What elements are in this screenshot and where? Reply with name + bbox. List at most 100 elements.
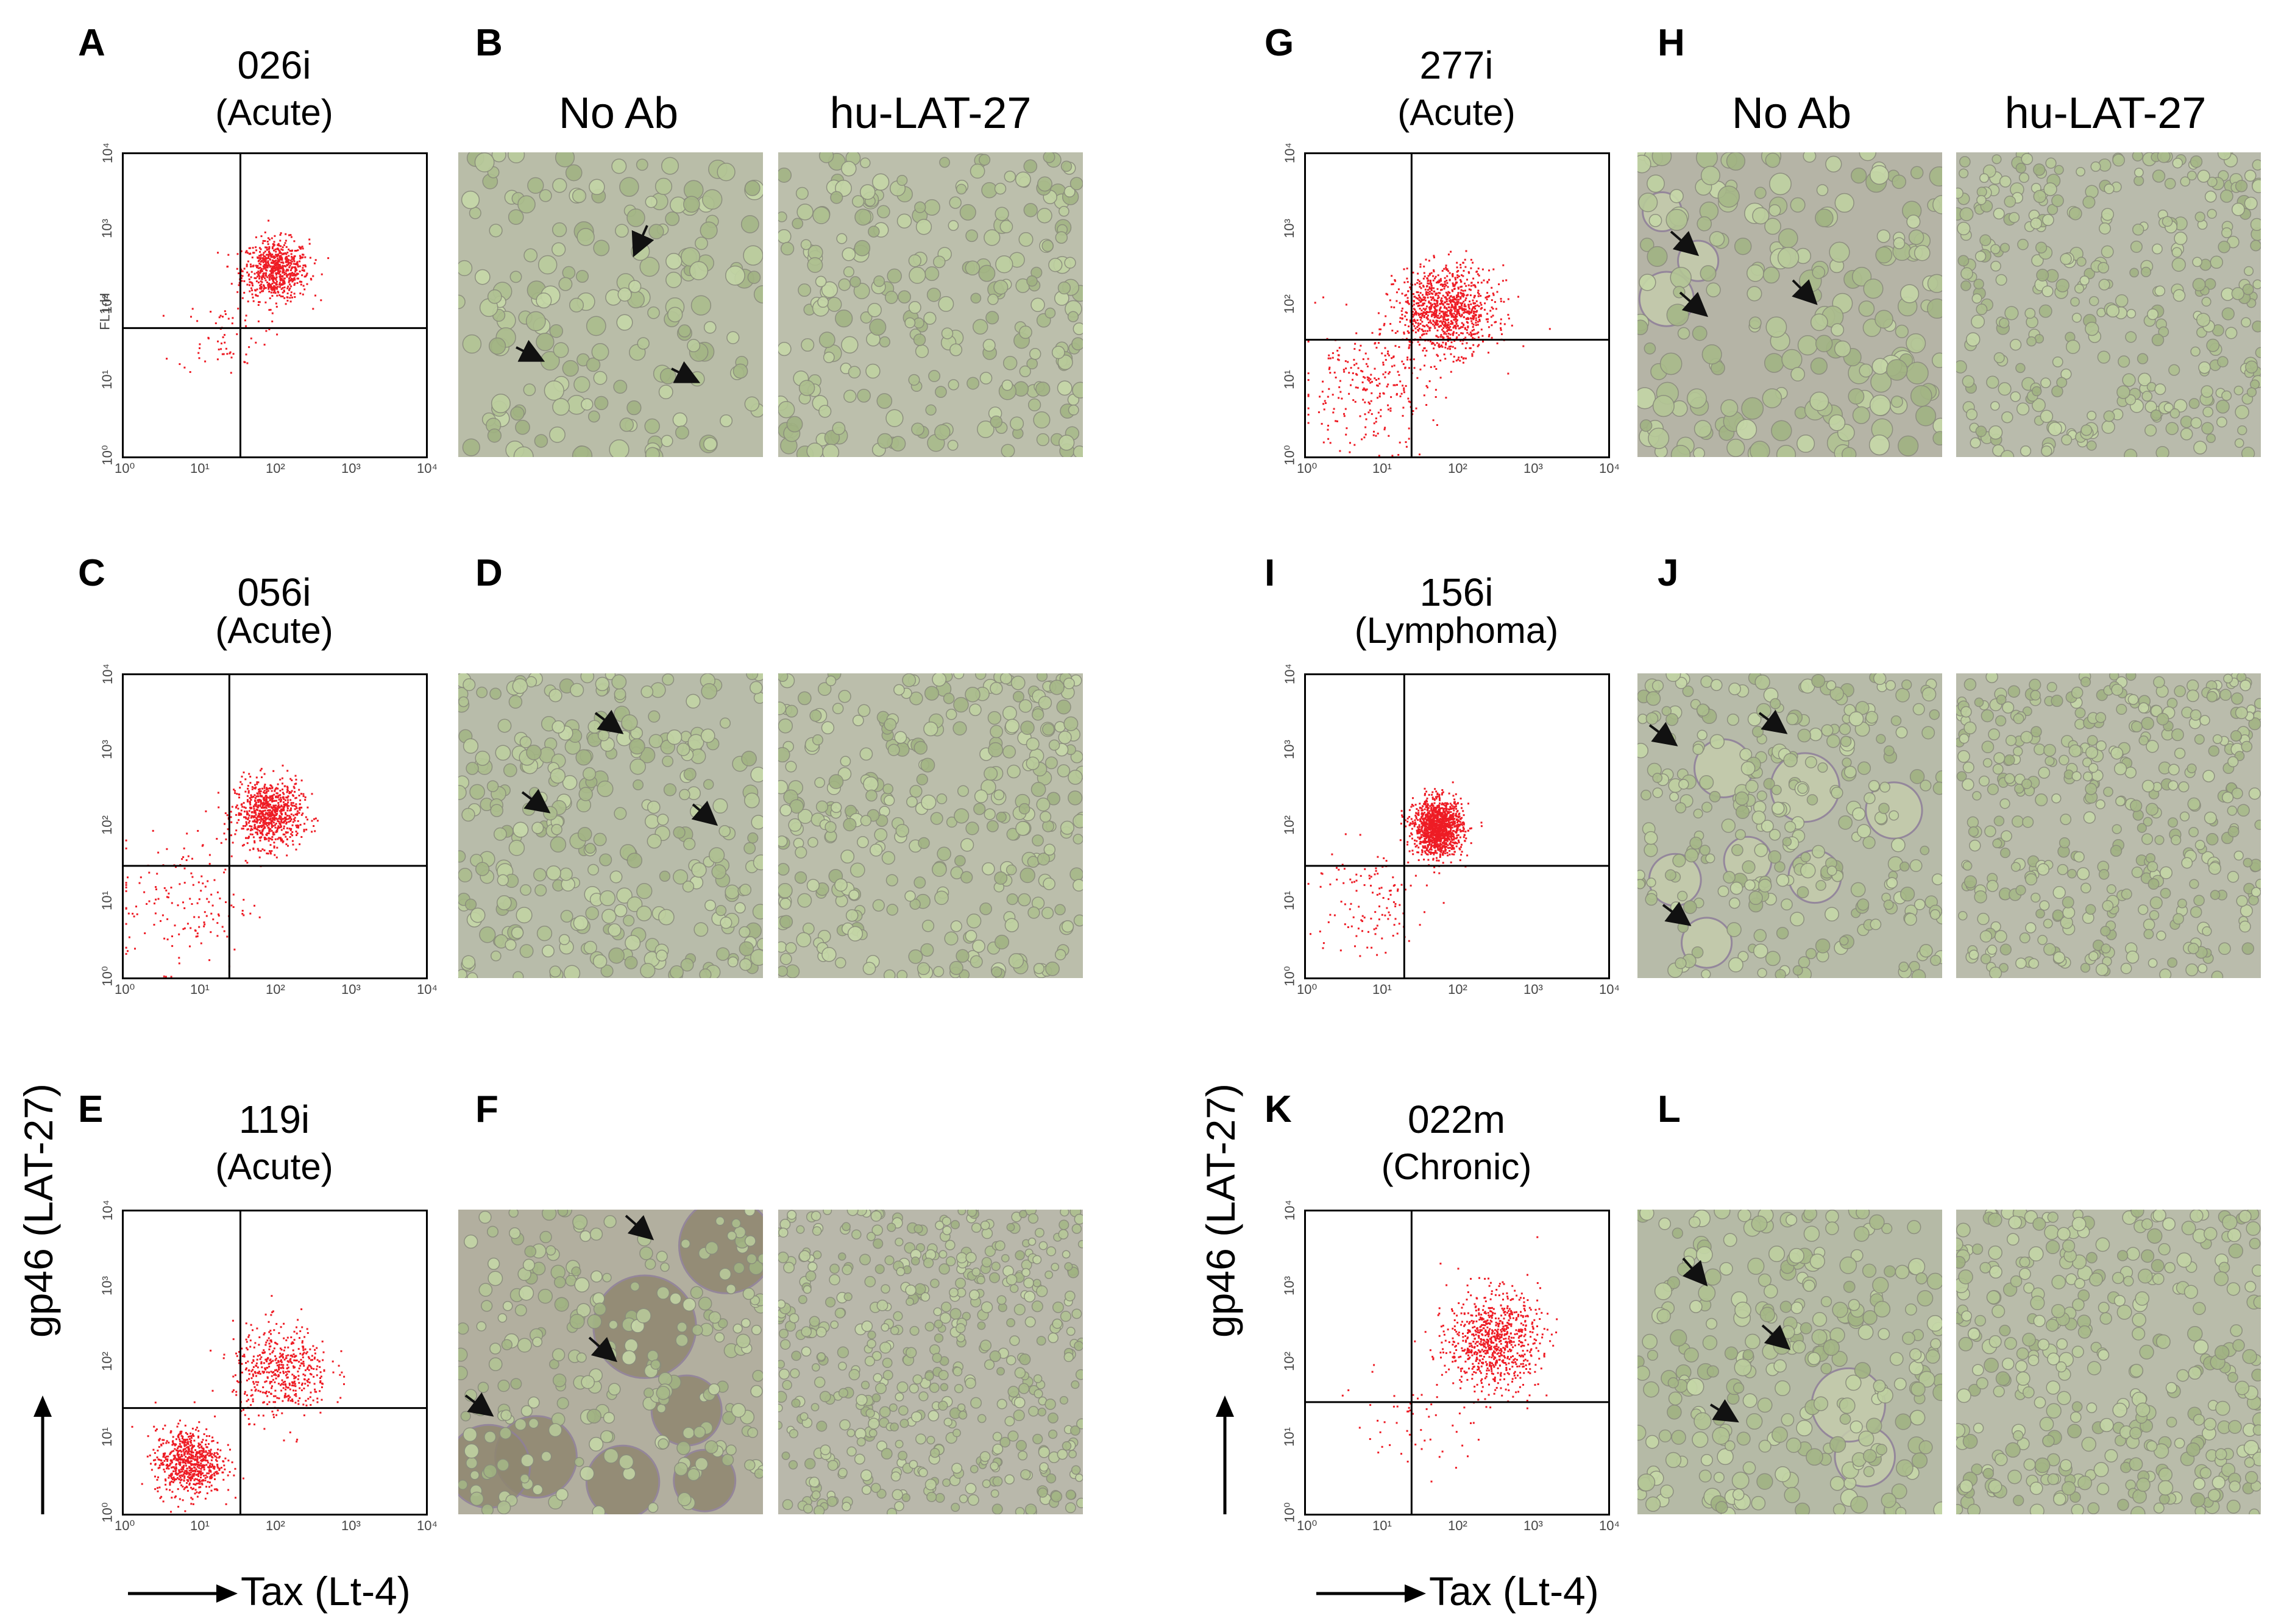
- cell: [896, 174, 908, 186]
- scatter-point: [260, 283, 263, 286]
- scatter-point: [273, 267, 275, 269]
- scatter-point: [257, 801, 260, 803]
- cell: [608, 1320, 619, 1330]
- scatter-svg: [1306, 154, 1608, 456]
- scatter-point: [252, 1366, 255, 1368]
- scatter-point: [1433, 255, 1435, 257]
- scatter-point: [319, 1366, 321, 1368]
- scatter-point: [263, 264, 266, 266]
- cell: [981, 1257, 992, 1268]
- cell: [1024, 1503, 1037, 1514]
- scatter-point: [274, 819, 276, 821]
- cell: [835, 957, 846, 969]
- scatter-point: [259, 822, 261, 824]
- scatter-point: [229, 352, 231, 355]
- cell: [992, 1476, 1003, 1487]
- scatter-point: [211, 1465, 213, 1467]
- scatter-point: [206, 1446, 208, 1448]
- cell: [896, 1267, 906, 1277]
- cell: [901, 1493, 910, 1502]
- scatter-point: [273, 289, 275, 291]
- cell: [1006, 864, 1017, 876]
- cell: [550, 768, 566, 784]
- cell: [882, 1370, 893, 1381]
- scatter-point: [1428, 286, 1431, 288]
- scatter-point: [292, 257, 294, 259]
- scatter-point: [1460, 332, 1463, 335]
- scatter-point: [189, 1466, 191, 1469]
- scatter-point: [277, 266, 279, 268]
- scatter-point: [190, 1478, 192, 1481]
- cell: [535, 792, 548, 804]
- cell: [895, 1392, 904, 1402]
- scatter-point: [262, 804, 264, 806]
- scatter-point: [221, 926, 224, 928]
- scatter-point: [198, 357, 200, 360]
- panel-label-A: A: [78, 22, 105, 64]
- cell: [656, 949, 668, 962]
- scatter-point: [263, 288, 265, 290]
- scatter-point: [158, 1445, 160, 1448]
- scatter-point: [148, 900, 151, 902]
- scatter-point: [289, 1384, 291, 1386]
- cell: [904, 317, 916, 328]
- scatter-point: [178, 933, 180, 935]
- scatter-point: [207, 1461, 209, 1464]
- scatter-point: [272, 266, 275, 269]
- scatter-point: [264, 261, 267, 264]
- scatter-point: [286, 275, 288, 278]
- scatter-point: [272, 809, 274, 811]
- cell: [955, 1277, 967, 1289]
- scatter-point: [299, 1387, 301, 1389]
- cell: [667, 307, 683, 322]
- cell: [528, 1417, 539, 1429]
- scatter-point: [259, 1391, 261, 1393]
- cell: [830, 191, 843, 204]
- scatter-point: [171, 1450, 173, 1453]
- scatter-point: [184, 1486, 186, 1489]
- scatter-point: [255, 804, 257, 806]
- scatter-point: [296, 282, 299, 284]
- scatter-point: [241, 775, 243, 778]
- cell: [648, 710, 661, 723]
- scatter-point: [259, 270, 261, 272]
- scatter-point: [266, 812, 269, 814]
- scatter-point: [289, 276, 291, 278]
- scatter-point: [283, 253, 285, 255]
- scatter-point: [243, 1353, 246, 1356]
- cell: [809, 709, 822, 722]
- scatter-point: [314, 259, 317, 261]
- scatter-point: [298, 1367, 300, 1370]
- cell: [1063, 716, 1079, 731]
- scatter-point: [303, 1388, 305, 1389]
- scatter-point: [286, 1367, 288, 1370]
- cell: [526, 745, 542, 761]
- scatter-point: [250, 337, 252, 339]
- scatter-point: [273, 277, 275, 279]
- scatter-point: [266, 266, 269, 269]
- scatter-point: [249, 281, 252, 283]
- scatter-point: [191, 1488, 194, 1491]
- scatter-point: [288, 791, 291, 793]
- scatter-point: [285, 253, 288, 255]
- scatter-point: [303, 288, 306, 291]
- scatter-point: [291, 280, 294, 283]
- scatter-point: [272, 806, 275, 809]
- scatter-point: [267, 237, 269, 239]
- cell: [717, 163, 736, 182]
- cell: [593, 239, 610, 257]
- cell: [554, 1297, 569, 1312]
- scatter-point: [262, 1386, 264, 1388]
- scatter-point: [210, 1484, 213, 1487]
- cell: [934, 424, 951, 441]
- scatter-point: [226, 814, 229, 817]
- scatter-point: [285, 1395, 288, 1398]
- cell: [1032, 708, 1045, 721]
- scatter-point: [299, 803, 301, 806]
- scatter-point: [253, 807, 255, 810]
- cell: [937, 846, 951, 861]
- scatter-point: [1461, 326, 1464, 328]
- cell: [750, 949, 763, 966]
- scatter-point: [190, 1471, 192, 1473]
- scatter-point: [287, 269, 289, 271]
